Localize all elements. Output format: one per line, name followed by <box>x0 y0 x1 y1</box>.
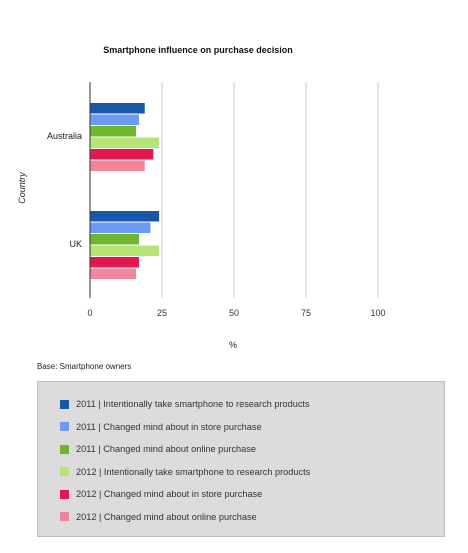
bar <box>90 149 154 160</box>
x-tick-label: 25 <box>157 308 167 318</box>
bar <box>90 222 151 233</box>
legend-swatch <box>60 422 69 431</box>
bar <box>90 114 139 125</box>
y-axis-label: Country <box>17 172 27 204</box>
legend-swatch <box>60 399 69 409</box>
bar <box>90 211 160 222</box>
bars <box>90 103 160 279</box>
bar <box>90 234 139 245</box>
legend-label: 2012 | Intentionally take smartphone to … <box>76 466 311 477</box>
legend-item: 2011 | Changed mind about in store purch… <box>60 421 262 433</box>
x-tick-label: 50 <box>229 308 239 318</box>
bar <box>90 160 145 171</box>
bar <box>90 126 137 137</box>
legend-label: 2011 | Changed mind about online purchas… <box>76 444 256 454</box>
legend-label: 2011 | Changed mind about in store purch… <box>76 421 262 432</box>
bar <box>90 257 139 268</box>
category-label: Australia <box>47 131 82 141</box>
legend-item: 2012 | Changed mind about in store purch… <box>60 488 262 500</box>
legend-swatch <box>60 489 69 499</box>
legend-item: 2012 | Intentionally take smartphone to … <box>60 466 310 478</box>
legend-swatch <box>60 467 69 476</box>
x-axis-label: % <box>229 340 237 350</box>
x-tick-label: 0 <box>87 308 92 318</box>
category-label: UK <box>69 239 82 249</box>
bar <box>90 103 145 114</box>
x-tick-label: 100 <box>370 308 385 318</box>
bar <box>90 137 160 148</box>
legend-item: 2012 | Changed mind about online purchas… <box>60 511 257 523</box>
legend-item: 2011 | Intentionally take smartphone to … <box>60 398 310 410</box>
legend-item: 2011 | Changed mind about online purchas… <box>60 443 256 455</box>
legend-label: 2012 | Changed mind about online purchas… <box>76 511 257 522</box>
base-note: Base: Smartphone owners <box>37 362 132 371</box>
chart: Smartphone influence on purchase decisio… <box>17 45 386 350</box>
legend-label: 2011 | Intentionally take smartphone to … <box>76 399 310 409</box>
gridlines <box>161 82 379 298</box>
x-tick-labels: 0 25 50 75 100 <box>87 308 385 318</box>
legend-swatch <box>60 444 69 454</box>
category-labels: Australia UK <box>47 131 82 249</box>
bar <box>90 245 160 256</box>
legend-swatch <box>60 512 69 521</box>
bar <box>90 268 137 279</box>
chart-title: Smartphone influence on purchase decisio… <box>103 45 293 55</box>
legend: 2011 | Intentionally take smartphone to … <box>37 381 445 537</box>
legend-label: 2012 | Changed mind about in store purch… <box>76 489 263 499</box>
x-tick-label: 75 <box>301 308 311 318</box>
